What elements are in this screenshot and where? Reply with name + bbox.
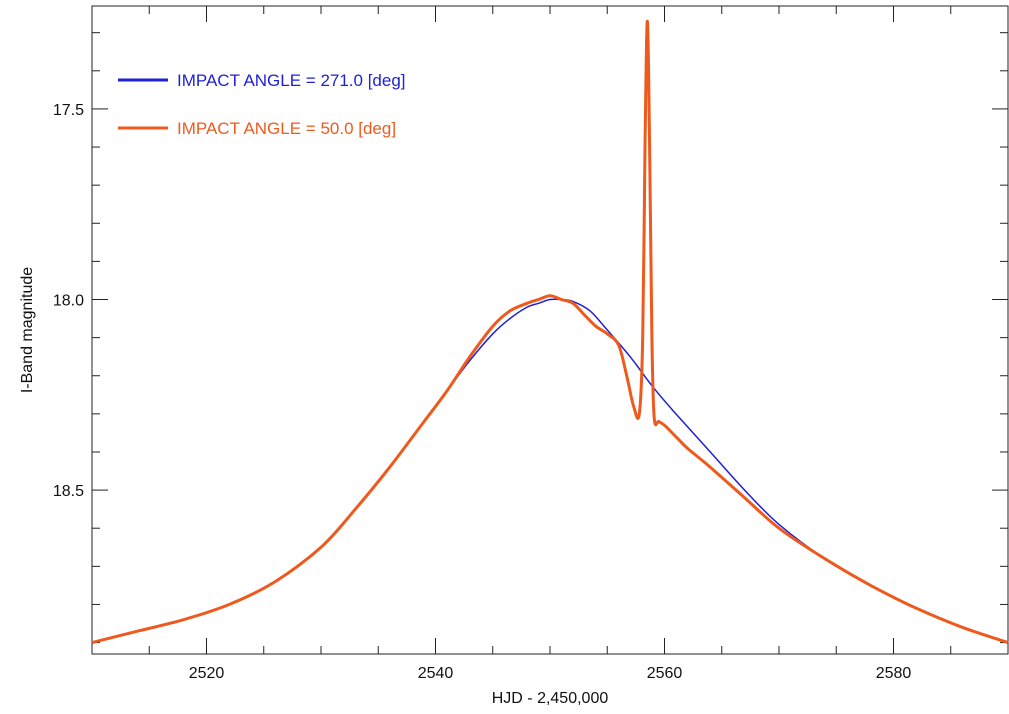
legend-label-1: IMPACT ANGLE = 271.0 [deg] xyxy=(177,71,406,90)
y-tick-label: 17.5 xyxy=(53,102,84,119)
x-tick-label: 2580 xyxy=(876,665,912,682)
series-lines xyxy=(91,19,1009,645)
series-line-2 xyxy=(91,19,1009,645)
y-tick-label: 18.0 xyxy=(53,293,84,310)
legend: IMPACT ANGLE = 271.0 [deg] IMPACT ANGLE =… xyxy=(118,71,406,138)
plot-frame xyxy=(91,5,1009,655)
x-tick-label: 2560 xyxy=(647,665,683,682)
major-ticks xyxy=(92,6,1008,654)
minor-ticks xyxy=(92,6,1008,654)
x-axis-title: HJD - 2,450,000 xyxy=(492,690,609,707)
series-line-1 xyxy=(91,298,1009,644)
x-tick-label: 2520 xyxy=(189,665,225,682)
y-tick-label: 18.5 xyxy=(53,483,84,500)
legend-label-2: IMPACT ANGLE = 50.0 [deg] xyxy=(177,119,396,138)
y-tick-labels: 17.5 18.0 18.5 xyxy=(53,102,84,500)
x-tick-label: 2540 xyxy=(418,665,454,682)
x-tick-labels: 2520 2540 2560 2580 xyxy=(189,665,912,682)
y-axis-title: I-Band magnitude xyxy=(19,267,36,393)
